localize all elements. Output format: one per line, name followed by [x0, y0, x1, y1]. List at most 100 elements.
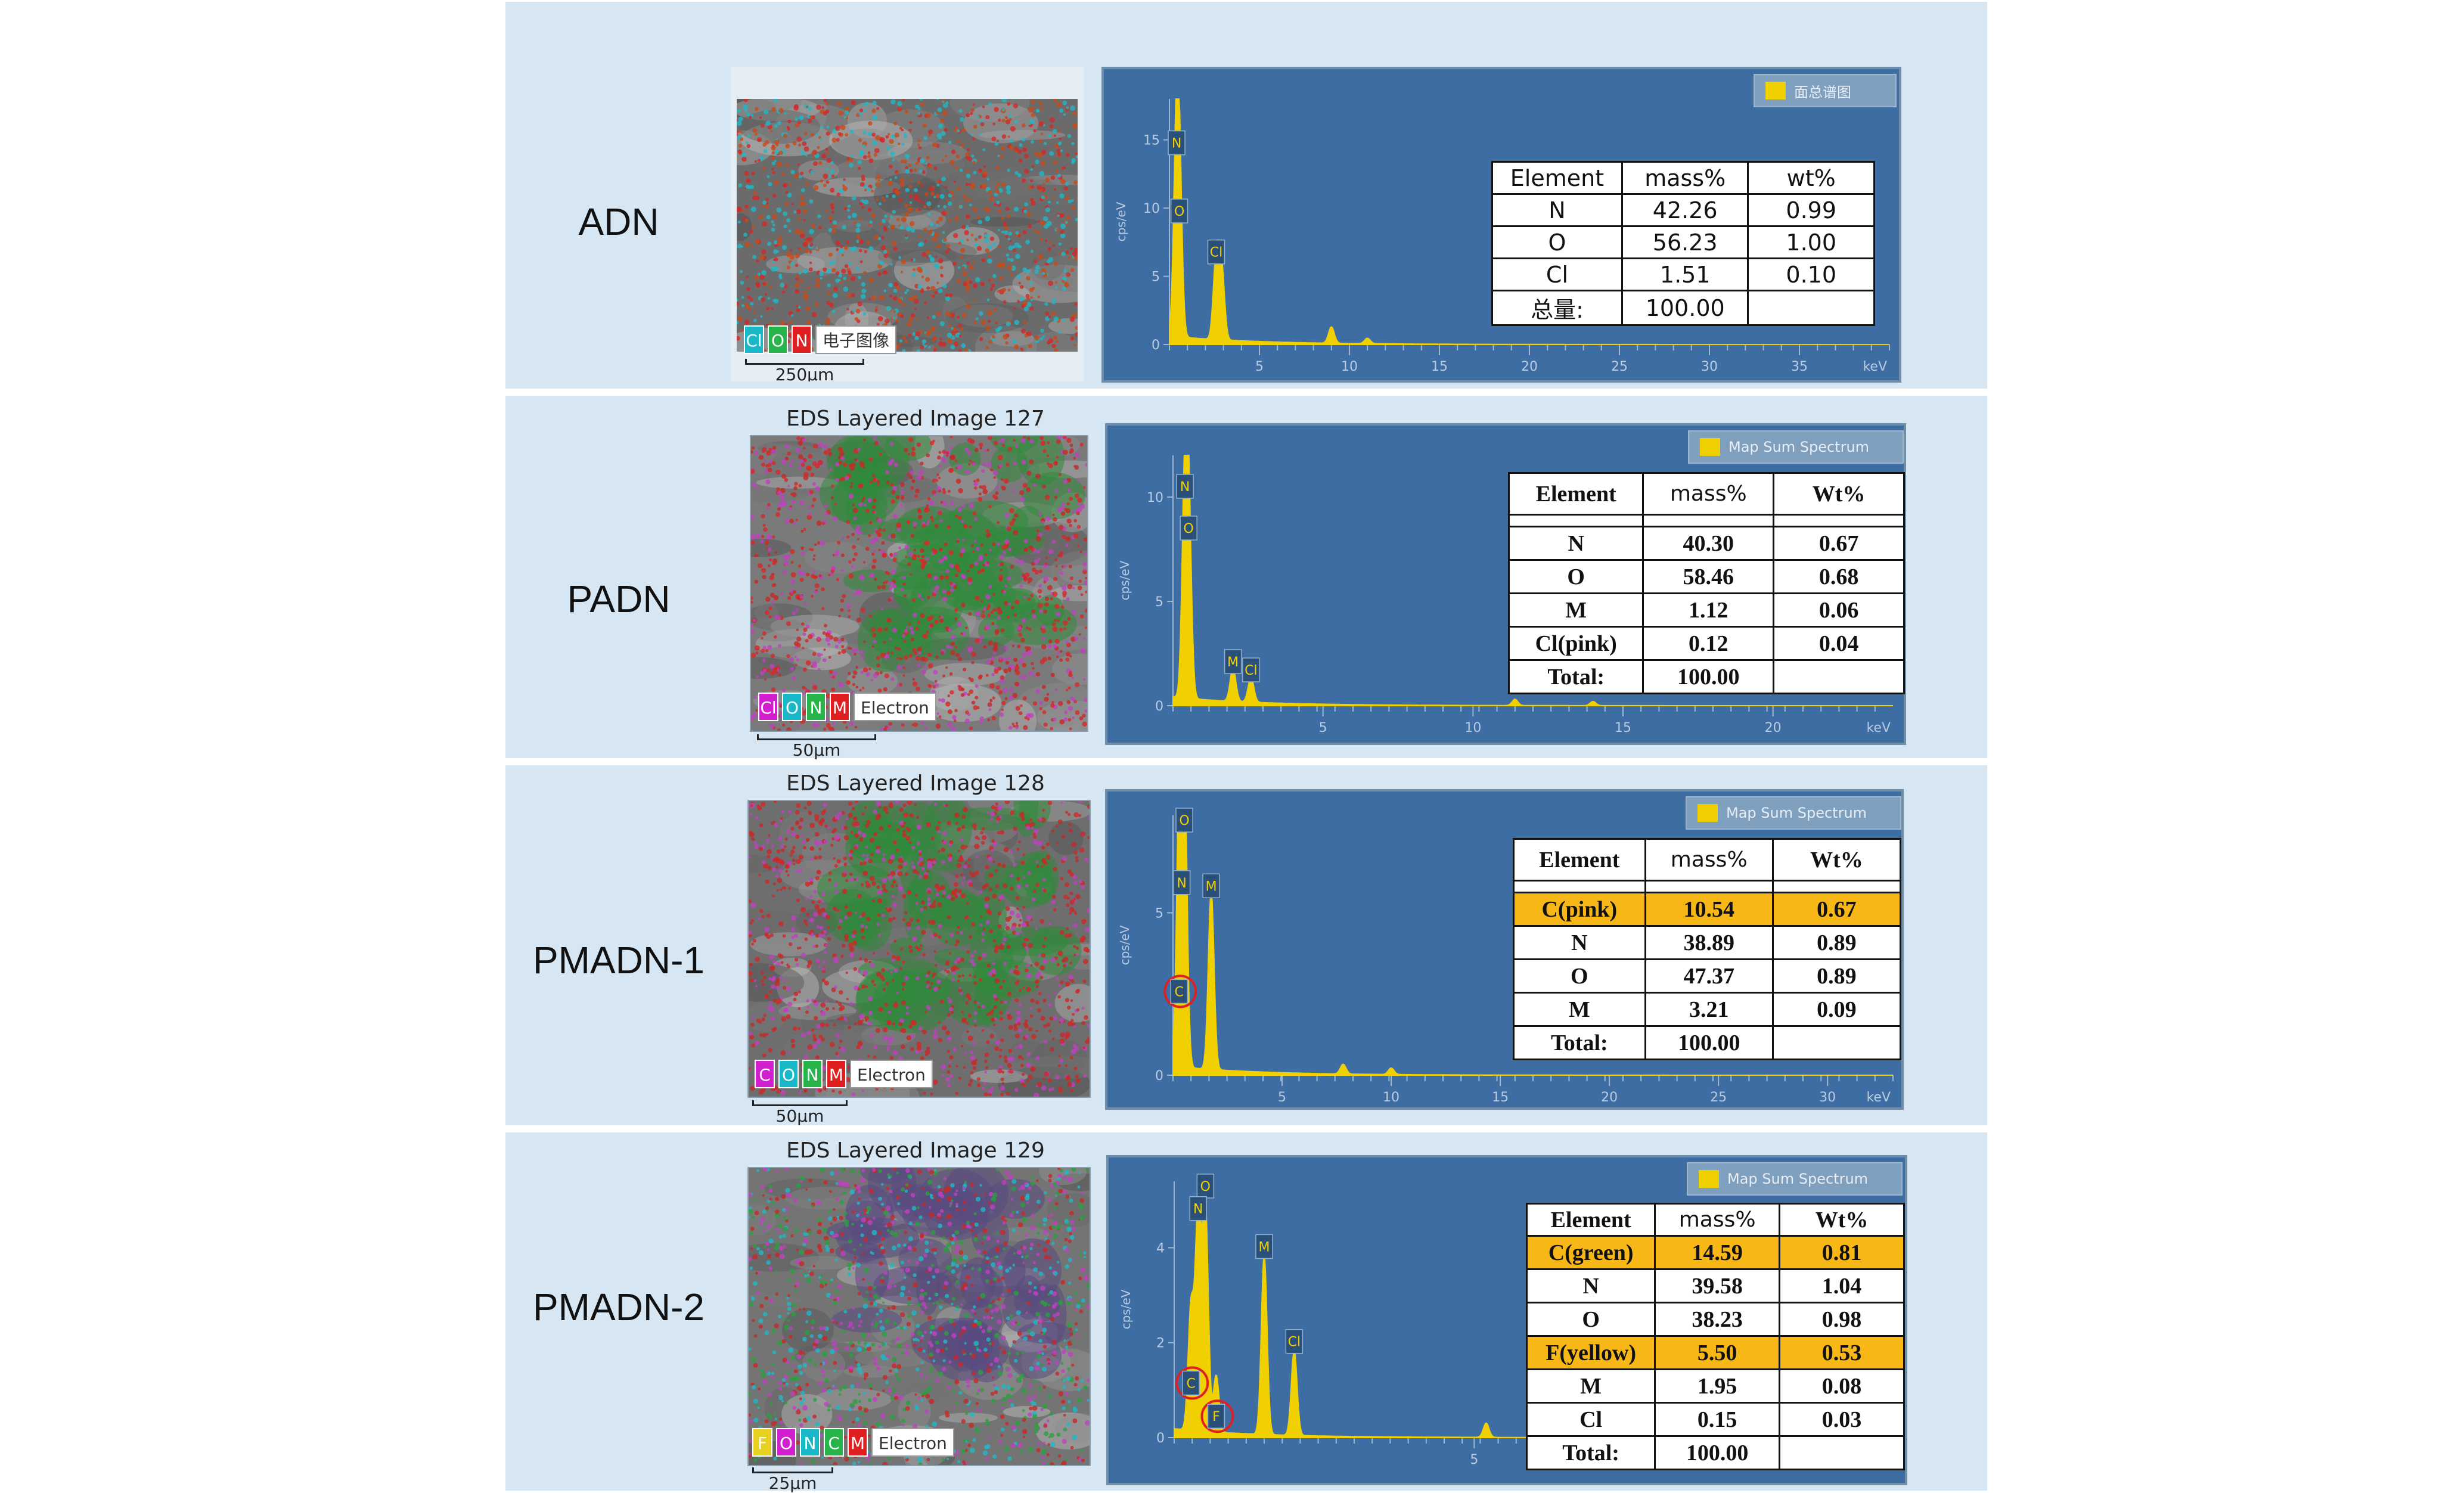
table-cell: 0.12 — [1643, 627, 1774, 660]
x-tick-label: 20 — [1765, 721, 1782, 735]
svg-text:M: M — [1227, 655, 1239, 670]
table-cell: Element — [1492, 162, 1622, 194]
image-title: EDS Layered Image 129 — [743, 1138, 1088, 1163]
table-cell: Cl — [1527, 1403, 1655, 1436]
table-cell: 0.89 — [1773, 926, 1900, 960]
table-cell — [1774, 660, 1904, 694]
peak-label: O — [1171, 199, 1188, 223]
x-tick-label: 30 — [1701, 359, 1718, 374]
x-tick-label: 15 — [1492, 1090, 1509, 1105]
x-tick-label: 10 — [1341, 359, 1358, 374]
table-total-row: 总量:100.00 — [1492, 291, 1875, 325]
element-chip: C — [755, 1060, 775, 1088]
svg-text:N: N — [1177, 876, 1186, 891]
x-axis-label: keV — [1863, 359, 1887, 374]
peak-label: O — [1176, 808, 1193, 832]
table-cell: Element — [1514, 839, 1646, 881]
table-cell: 1.00 — [1748, 226, 1875, 259]
svg-text:N: N — [1172, 136, 1181, 151]
table-cell: N — [1514, 926, 1646, 960]
svg-text:M: M — [1206, 879, 1217, 894]
scale-bar: 250μm — [745, 359, 864, 380]
table-cell: C(green) — [1527, 1236, 1655, 1269]
x-tick-label: 15 — [1431, 359, 1448, 374]
table-cell: 0.03 — [1780, 1403, 1904, 1436]
table-cell: 0.99 — [1748, 194, 1875, 226]
table-cell: Element — [1527, 1204, 1655, 1236]
y-tick-label: 0 — [1155, 1069, 1163, 1084]
table-cell: 100.00 — [1622, 291, 1748, 325]
svg-text:Cl: Cl — [1245, 663, 1257, 678]
y-tick-label: 5 — [1155, 595, 1163, 610]
svg-text:N: N — [1180, 480, 1190, 495]
table-cell: Total: — [1509, 660, 1643, 694]
element-chip: O — [782, 693, 802, 721]
element-chip: O — [778, 1060, 799, 1088]
peak-label: N — [1177, 474, 1193, 498]
scale-bar: 25μm — [752, 1467, 833, 1489]
x-tick-label: 20 — [1601, 1090, 1618, 1105]
table-cell: 38.23 — [1655, 1303, 1780, 1336]
table-cell: 14.59 — [1655, 1236, 1780, 1269]
element-chip: M — [830, 693, 850, 721]
peak-label: Cl — [1286, 1330, 1302, 1354]
x-tick-label: 15 — [1615, 721, 1631, 735]
svg-text:Cl: Cl — [1210, 246, 1222, 260]
image-title: EDS Layered Image 127 — [743, 406, 1088, 431]
table-cell: Cl — [1492, 259, 1622, 291]
table-cell: 42.26 — [1622, 194, 1748, 226]
sample-label: PMADN-2 — [505, 1285, 732, 1329]
y-tick-label: 15 — [1143, 134, 1160, 148]
table-cell: 0.68 — [1774, 560, 1904, 594]
svg-text:O: O — [1184, 522, 1194, 536]
table-cell: 3.21 — [1645, 993, 1773, 1026]
table-cell: 0.04 — [1774, 627, 1904, 660]
table-total-row: Total:100.00 — [1527, 1436, 1904, 1470]
row-separator — [505, 758, 1987, 765]
table-cell: 0.67 — [1774, 527, 1904, 560]
peak-label: M — [1203, 874, 1219, 898]
spectrum-legend: 面总谱图 — [1754, 74, 1897, 107]
table-cell: O — [1527, 1303, 1655, 1336]
table-cell — [1780, 1436, 1904, 1470]
x-tick-label: 35 — [1791, 359, 1808, 374]
table-cell: 40.30 — [1643, 527, 1774, 560]
table-cell: 1.04 — [1780, 1269, 1904, 1303]
element-chip: Cl — [744, 325, 764, 354]
svg-text:O: O — [1179, 814, 1189, 828]
table-cell: 38.89 — [1645, 926, 1773, 960]
y-tick-label: 0 — [1155, 699, 1163, 714]
peak-label: Cl — [1208, 240, 1225, 264]
table-cell: 0.15 — [1655, 1403, 1780, 1436]
element-chip: N — [806, 693, 826, 721]
sample-label: PADN — [505, 577, 732, 621]
table-cell — [1748, 291, 1875, 325]
y-axis-label: cps/eV — [1118, 560, 1132, 600]
legend-swatch — [1765, 82, 1786, 100]
y-tick-label: 10 — [1143, 201, 1160, 216]
image-title: EDS Layered Image 128 — [743, 771, 1088, 796]
table-cell: F(yellow) — [1527, 1336, 1655, 1370]
table-cell: 1.95 — [1655, 1370, 1780, 1403]
table-cell: 56.23 — [1622, 226, 1748, 259]
peak-label: N — [1190, 1197, 1206, 1221]
